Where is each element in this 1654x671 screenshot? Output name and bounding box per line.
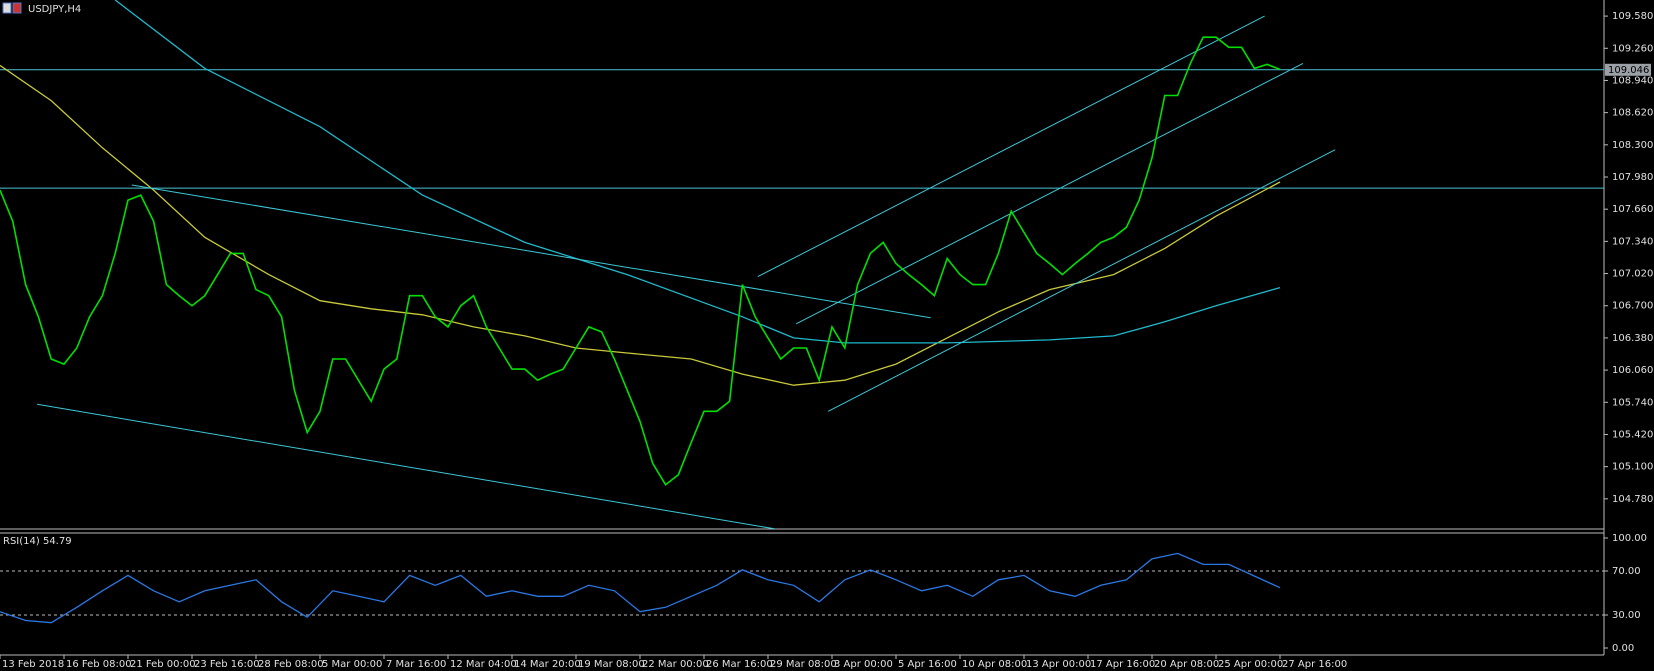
- trend-line: [757, 15, 1265, 278]
- y-tick-label: 104.780: [1612, 494, 1653, 505]
- y-tick-label: 106.380: [1612, 333, 1653, 344]
- current-price-label: 109.046: [1608, 65, 1649, 76]
- y-tick-label: 107.980: [1612, 172, 1653, 183]
- x-tick-label: 23 Feb 16:00: [194, 659, 260, 670]
- y-tick-label: 109.260: [1612, 43, 1653, 54]
- x-tick-label: 27 Apr 16:00: [1282, 659, 1347, 670]
- trend-line: [131, 184, 931, 319]
- moving-average: [114, 0, 1281, 344]
- x-tick-label: 5 Apr 16:00: [898, 659, 957, 670]
- x-tick-label: 22 Mar 00:00: [642, 659, 709, 670]
- x-tick-label: 5 Mar 00:00: [322, 659, 382, 670]
- y-tick-label: 107.660: [1612, 204, 1653, 215]
- y-tick-label: 107.340: [1612, 236, 1653, 247]
- y-tick-label: 70.00: [1612, 566, 1641, 577]
- indicator-label: RSI(14) 54.79: [3, 536, 72, 547]
- x-tick-label: 19 Mar 08:00: [578, 659, 645, 670]
- current-price-box: [1605, 63, 1651, 76]
- x-tick-label: 17 Apr 16:00: [1090, 659, 1155, 670]
- y-tick-label: 107.020: [1612, 269, 1653, 280]
- y-tick-label: 105.420: [1612, 429, 1653, 440]
- y-tick-label: 105.740: [1612, 397, 1653, 408]
- x-tick-label: 3 Apr 00:00: [834, 659, 893, 670]
- x-tick-label: 25 Apr 00:00: [1218, 659, 1283, 670]
- x-tick-label: 16 Feb 08:00: [66, 659, 132, 670]
- moving-average: [0, 64, 1281, 386]
- y-tick-label: 109.580: [1612, 11, 1653, 22]
- x-tick-label: 10 Apr 08:00: [962, 659, 1027, 670]
- x-tick-label: 26 Mar 16:00: [706, 659, 773, 670]
- x-tick-label: 14 Mar 20:00: [514, 659, 581, 670]
- x-tick-label: 13 Feb 2018: [2, 659, 64, 670]
- price-line: [0, 36, 1281, 486]
- y-tick-label: 0.00: [1612, 643, 1634, 654]
- y-tick-label: 108.940: [1612, 75, 1653, 86]
- x-tick-label: 12 Mar 04:00: [450, 659, 517, 670]
- x-tick-label: 7 Mar 16:00: [386, 659, 446, 670]
- y-tick-label: 30.00: [1612, 610, 1641, 621]
- rsi-line: [0, 552, 1281, 624]
- x-tick-label: 21 Feb 00:00: [130, 659, 196, 670]
- y-tick-label: 106.700: [1612, 301, 1653, 312]
- trend-line: [827, 149, 1336, 412]
- y-tick-label: 100.00: [1612, 533, 1647, 544]
- y-tick-label: 108.620: [1612, 108, 1653, 119]
- x-tick-label: 28 Feb 08:00: [258, 659, 324, 670]
- trend-line: [795, 62, 1304, 325]
- x-tick-label: 20 Apr 08:00: [1154, 659, 1219, 670]
- y-tick-label: 105.100: [1612, 462, 1653, 473]
- trend-line: [37, 403, 776, 529]
- x-tick-label: 13 Apr 00:00: [1026, 659, 1091, 670]
- chart-title: USDJPY,H4: [28, 4, 81, 15]
- symbol-icon: [2, 2, 22, 14]
- y-tick-label: 108.300: [1612, 140, 1653, 151]
- x-tick-label: 29 Mar 08:00: [770, 659, 837, 670]
- y-tick-label: 106.060: [1612, 365, 1653, 376]
